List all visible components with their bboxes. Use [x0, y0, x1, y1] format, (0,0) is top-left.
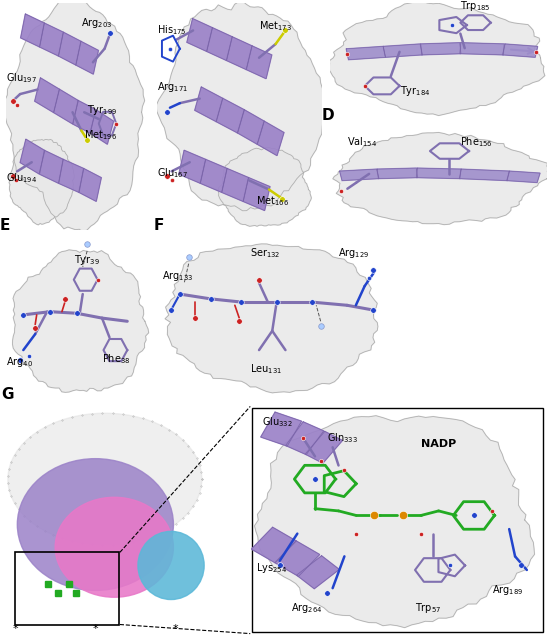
Polygon shape	[421, 43, 461, 55]
Text: $\mathregular{Lys}_{254}$: $\mathregular{Lys}_{254}$	[256, 561, 287, 575]
Text: $\mathregular{Met}_{166}$: $\mathregular{Met}_{166}$	[256, 194, 289, 207]
Text: $\mathregular{Arg}_{129}$: $\mathregular{Arg}_{129}$	[338, 246, 370, 260]
Text: $\mathregular{Glu}_{332}$: $\mathregular{Glu}_{332}$	[262, 415, 293, 429]
Text: $\mathregular{His}_{175}$: $\mathregular{His}_{175}$	[157, 24, 186, 37]
Text: $\mathregular{Val}_{154}$: $\mathregular{Val}_{154}$	[348, 135, 377, 149]
Polygon shape	[275, 541, 320, 577]
Polygon shape	[296, 556, 339, 589]
Polygon shape	[76, 42, 98, 74]
Polygon shape	[90, 110, 113, 144]
Ellipse shape	[18, 459, 173, 591]
Polygon shape	[285, 422, 324, 454]
Polygon shape	[257, 121, 284, 156]
Text: $\mathregular{Tyr}_{39}$: $\mathregular{Tyr}_{39}$	[74, 253, 100, 267]
Text: $\mathregular{Phe}_{38}$: $\mathregular{Phe}_{38}$	[102, 352, 130, 366]
Text: E: E	[0, 218, 10, 233]
Polygon shape	[305, 431, 343, 463]
Text: $\mathregular{Arg}_{189}$: $\mathregular{Arg}_{189}$	[492, 583, 523, 597]
Polygon shape	[156, 1, 326, 211]
Bar	[15, 552, 119, 625]
Polygon shape	[227, 36, 252, 70]
Text: $\mathregular{Tyr}_{199}$: $\mathregular{Tyr}_{199}$	[87, 103, 118, 116]
Polygon shape	[200, 159, 227, 193]
Polygon shape	[507, 171, 540, 182]
Polygon shape	[346, 47, 386, 60]
Polygon shape	[251, 527, 296, 563]
Polygon shape	[35, 78, 59, 113]
Text: $\mathregular{Trp}_{185}$: $\mathregular{Trp}_{185}$	[460, 0, 491, 13]
Polygon shape	[207, 28, 232, 61]
Ellipse shape	[8, 413, 202, 545]
Text: B: B	[150, 0, 162, 1]
Text: $\mathregular{Glu}_{197}$: $\mathregular{Glu}_{197}$	[6, 71, 36, 85]
Polygon shape	[20, 140, 45, 174]
Polygon shape	[59, 159, 84, 193]
Text: *: *	[12, 623, 18, 634]
Polygon shape	[13, 250, 149, 392]
Text: $\mathregular{Leu}_{131}$: $\mathregular{Leu}_{131}$	[250, 362, 282, 376]
Polygon shape	[195, 87, 223, 122]
Polygon shape	[187, 19, 212, 51]
Polygon shape	[243, 177, 270, 211]
Polygon shape	[503, 44, 538, 57]
Polygon shape	[383, 44, 422, 57]
Text: $\mathregular{Arg}_{203}$: $\mathregular{Arg}_{203}$	[81, 17, 113, 31]
Text: $\mathregular{Glu}_{167}$: $\mathregular{Glu}_{167}$	[157, 166, 188, 180]
Text: $\mathregular{Gln}_{333}$: $\mathregular{Gln}_{333}$	[327, 431, 358, 445]
Text: $\mathregular{Tyr}_{184}$: $\mathregular{Tyr}_{184}$	[399, 84, 430, 98]
Text: A: A	[3, 0, 14, 1]
Polygon shape	[218, 147, 311, 227]
Polygon shape	[73, 100, 96, 133]
Polygon shape	[340, 169, 379, 180]
Text: NADP: NADP	[421, 439, 456, 449]
Text: G: G	[1, 387, 13, 402]
Polygon shape	[165, 244, 378, 393]
Polygon shape	[40, 150, 63, 183]
Polygon shape	[54, 89, 78, 124]
Text: $\mathregular{Arg}_{133}$: $\mathregular{Arg}_{133}$	[162, 269, 194, 283]
Polygon shape	[238, 110, 264, 144]
Text: *: *	[173, 623, 179, 634]
Ellipse shape	[55, 497, 173, 597]
Text: $\mathregular{Arg}_{264}$: $\mathregular{Arg}_{264}$	[292, 602, 323, 616]
Text: $\mathregular{Met}_{196}$: $\mathregular{Met}_{196}$	[84, 128, 117, 142]
Polygon shape	[9, 140, 74, 225]
Text: *: *	[92, 623, 98, 634]
Text: $\mathregular{Trp}_{57}$: $\mathregular{Trp}_{57}$	[415, 602, 441, 616]
Polygon shape	[246, 46, 272, 79]
Polygon shape	[329, 1, 545, 116]
Polygon shape	[58, 32, 81, 65]
Text: $\mathregular{Glu}_{194}$: $\mathregular{Glu}_{194}$	[6, 171, 37, 185]
Text: $\mathregular{Met}_{173}$: $\mathregular{Met}_{173}$	[259, 19, 292, 33]
Polygon shape	[179, 150, 206, 183]
Polygon shape	[459, 169, 509, 180]
Polygon shape	[4, 0, 145, 232]
Text: $\mathregular{Arg}_{40}$: $\mathregular{Arg}_{40}$	[6, 355, 32, 369]
Polygon shape	[79, 168, 101, 202]
Polygon shape	[377, 168, 417, 179]
Polygon shape	[416, 168, 461, 179]
Polygon shape	[255, 416, 535, 628]
Polygon shape	[216, 99, 244, 133]
Text: F: F	[153, 218, 164, 233]
Polygon shape	[40, 23, 63, 56]
Text: $\mathregular{Phe}_{156}$: $\mathregular{Phe}_{156}$	[460, 135, 493, 149]
Polygon shape	[460, 43, 504, 55]
Text: $\mathregular{Ser}_{132}$: $\mathregular{Ser}_{132}$	[250, 246, 281, 260]
Ellipse shape	[138, 531, 204, 600]
Polygon shape	[333, 132, 550, 225]
Polygon shape	[21, 14, 45, 47]
Polygon shape	[222, 168, 249, 202]
Text: $\mathregular{Arg}_{171}$: $\mathregular{Arg}_{171}$	[157, 80, 188, 94]
Polygon shape	[261, 412, 301, 446]
Text: D: D	[321, 108, 334, 124]
